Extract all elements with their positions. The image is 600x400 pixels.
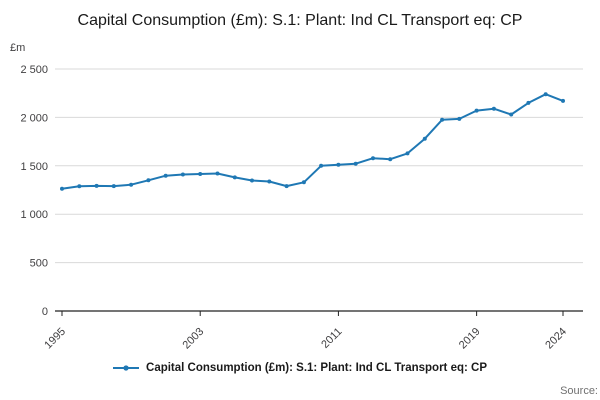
svg-text:1 000: 1 000 [20, 209, 48, 221]
y-axis-unit-label: £m [10, 42, 26, 54]
svg-text:2019: 2019 [457, 326, 483, 352]
chart-title: Capital Consumption (£m): S.1: Plant: In… [77, 12, 523, 29]
svg-text:1 500: 1 500 [20, 161, 48, 173]
svg-text:0: 0 [42, 306, 48, 318]
svg-text:500: 500 [30, 258, 48, 270]
legend-series-label: Capital Consumption (£m): S.1: Plant: In… [146, 362, 487, 374]
source-label: Source: [560, 385, 598, 397]
svg-text:2 000: 2 000 [20, 112, 48, 124]
svg-text:2011: 2011 [319, 326, 344, 351]
line-chart: 0 500 1 000 1 500 2 000 2 500 1995 2003 2011 2019… [20, 64, 583, 352]
chart-legend: Capital Consumption (£m): S.1: Plant: In… [0, 362, 600, 374]
svg-text:2 500: 2 500 [20, 64, 48, 76]
svg-text:2024: 2024 [543, 326, 569, 352]
svg-text:1995: 1995 [42, 326, 68, 352]
legend-line-marker-icon [113, 365, 140, 371]
svg-text:2003: 2003 [181, 326, 207, 352]
